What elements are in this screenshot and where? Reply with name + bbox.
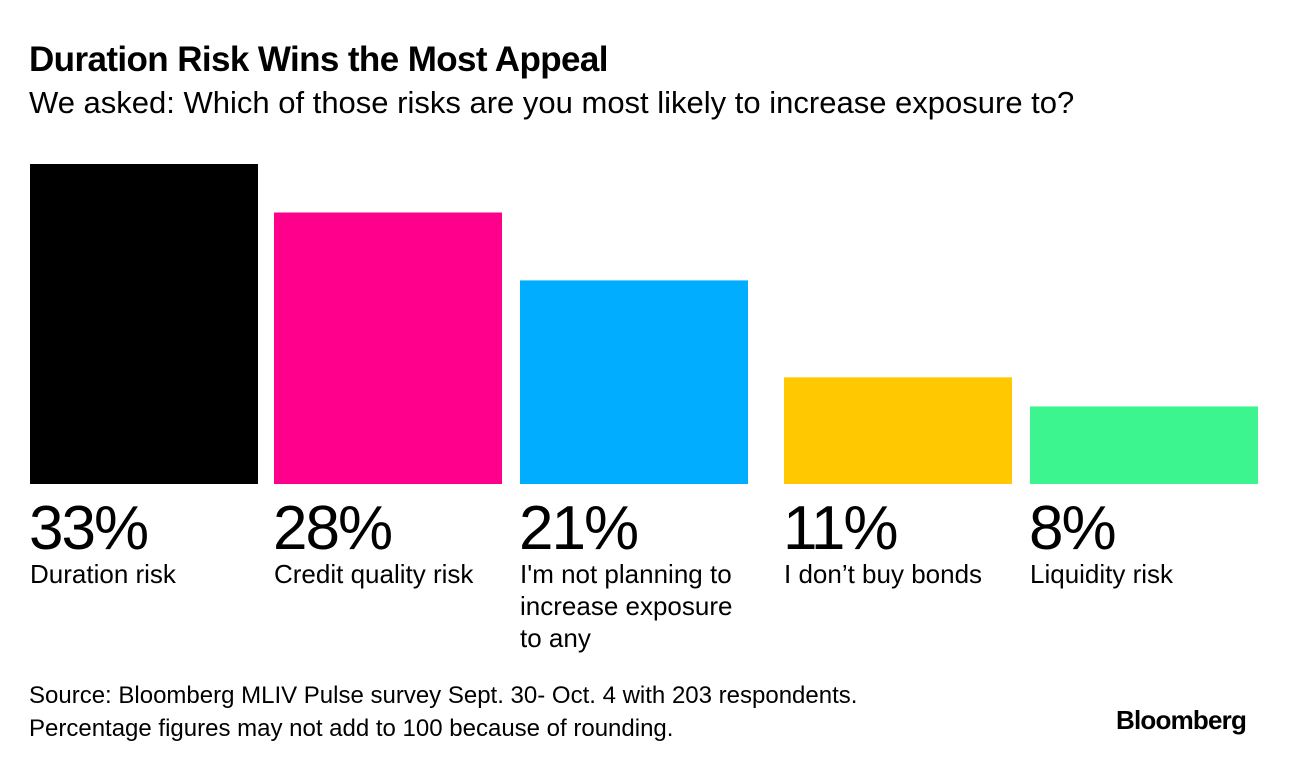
source-note: Source: Bloomberg MLIV Pulse survey Sept… (29, 679, 857, 745)
source-line-1: Source: Bloomberg MLIV Pulse survey Sept… (29, 682, 858, 709)
category-label-3: I'm not planning to increase exposure to a… (520, 559, 732, 653)
chart-subtitle: We asked: Which of those risks are you m… (29, 85, 1075, 120)
category-label-4: I don’t buy bonds (784, 559, 982, 589)
category-label-2: Credit quality risk (274, 559, 474, 589)
bar-2 (274, 212, 502, 484)
bloomberg-logo: Bloomberg (1116, 705, 1247, 735)
category-label-line: I don’t buy bonds (784, 559, 982, 589)
category-label-5: Liquidity risk (1030, 559, 1174, 589)
category-label-line: Credit quality risk (274, 559, 474, 589)
value-label-5: 8% (1029, 494, 1115, 563)
chart-title: Duration Risk Wins the Most Appeal (29, 40, 608, 79)
bar-4 (784, 377, 1012, 484)
category-label-line: Duration risk (30, 559, 177, 589)
bar-3 (520, 280, 748, 484)
source-line-2: Percentage figures may not add to 100 be… (29, 715, 674, 742)
value-label-3: 21% (519, 494, 637, 563)
category-label-line: I'm not planning to (520, 559, 732, 589)
category-label-line: Liquidity risk (1030, 559, 1174, 589)
category-label-line: increase exposure (520, 591, 732, 621)
value-label-4: 11% (783, 494, 897, 563)
value-label-2: 28% (273, 494, 391, 563)
category-label-1: Duration risk (30, 559, 177, 589)
category-label-line: to any (520, 623, 591, 653)
value-label-1: 33% (29, 494, 147, 563)
bar-5 (1030, 406, 1258, 484)
bar-1 (30, 164, 258, 484)
